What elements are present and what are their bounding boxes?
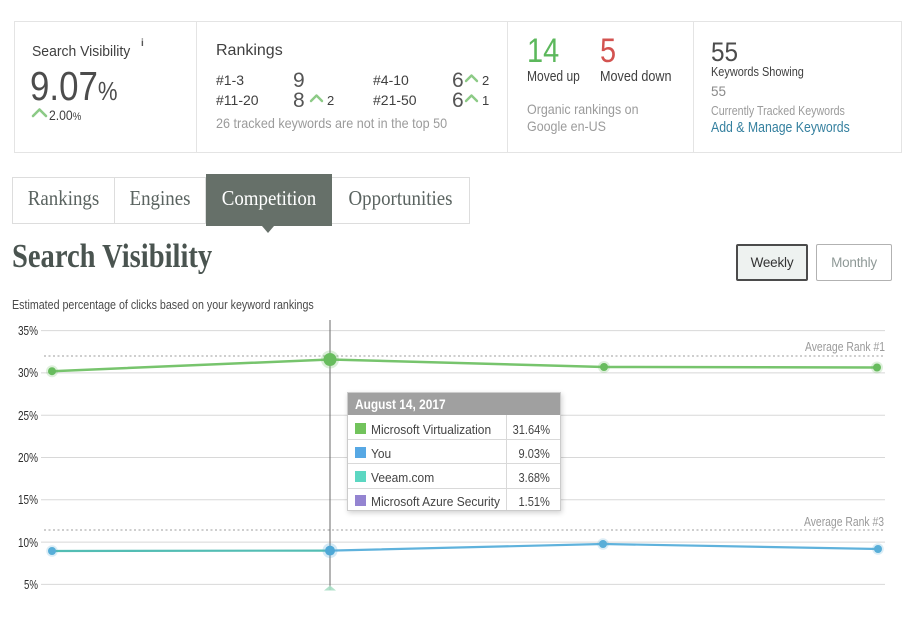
svg-text:5%: 5%	[24, 577, 38, 592]
svg-text:30%: 30%	[18, 365, 38, 380]
svg-text:10%: 10%	[18, 535, 38, 550]
svg-text:25%: 25%	[18, 408, 38, 423]
svg-text:20%: 20%	[18, 450, 38, 465]
svg-text:Average Rank #1: Average Rank #1	[805, 339, 885, 354]
svg-text:Average Rank #3: Average Rank #3	[804, 514, 884, 529]
svg-text:15%: 15%	[18, 492, 38, 507]
svg-text:35%: 35%	[18, 323, 38, 338]
